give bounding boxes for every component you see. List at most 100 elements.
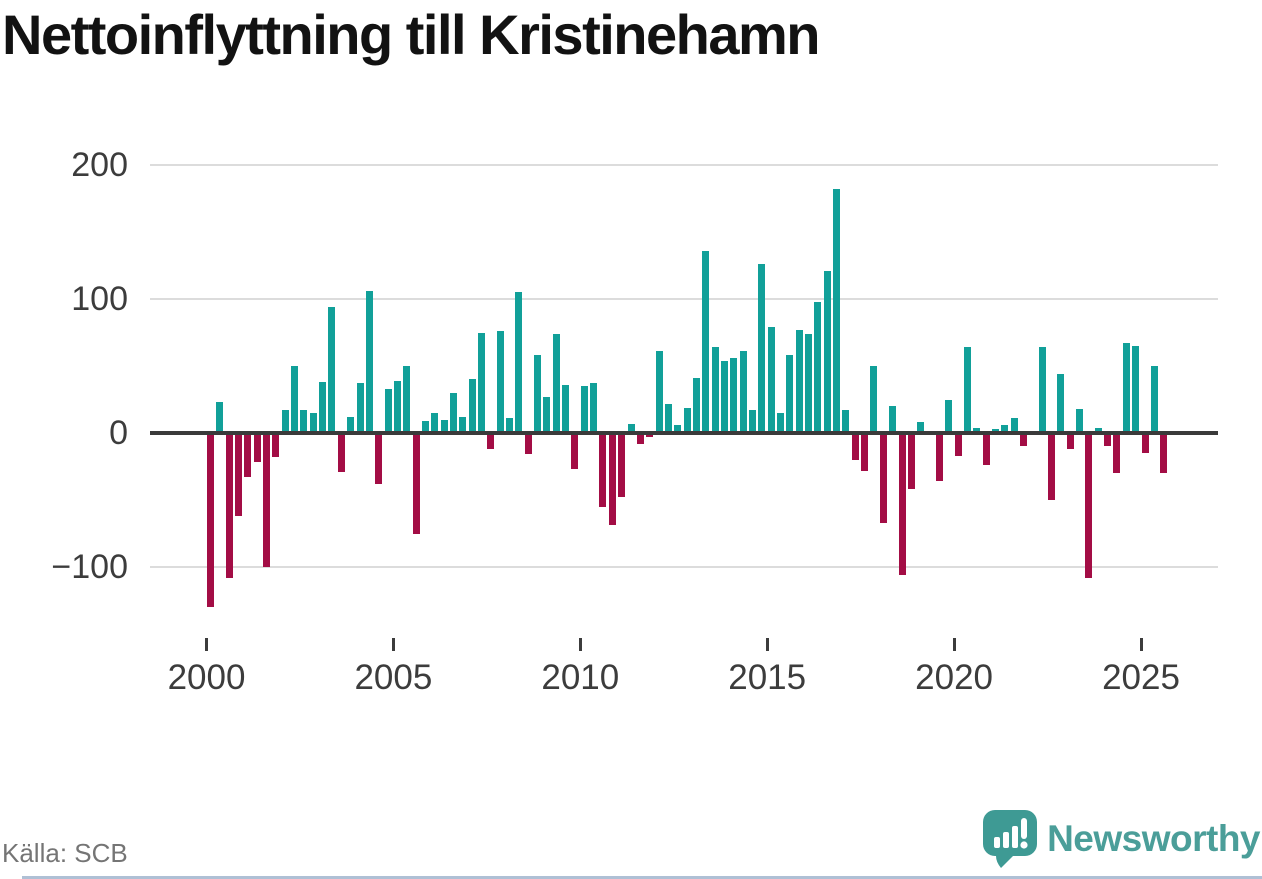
bar-2016Q1 <box>805 333 813 433</box>
bar-2005Q1 <box>393 380 401 433</box>
brand-name: Newsworthy <box>1047 818 1260 859</box>
bar-2004Q2 <box>365 290 373 433</box>
newsworthy-logo[interactable]: Newsworthy <box>983 810 1260 868</box>
bar-2010Q4 <box>608 433 616 526</box>
bar-2001Q4 <box>272 433 280 458</box>
bar-2024Q3 <box>1122 343 1130 433</box>
y-axis-label-100: 100 <box>71 280 128 318</box>
bar-2006Q3 <box>449 392 457 433</box>
bar-2007Q4 <box>496 331 504 433</box>
bar-2003Q4 <box>347 416 355 433</box>
bar-2017Q3 <box>861 433 869 471</box>
bar-2005Q2 <box>403 366 411 433</box>
bar-2015Q4 <box>795 329 803 433</box>
bar-2001Q2 <box>253 433 261 463</box>
bar-2025Q1 <box>1141 433 1149 454</box>
bar-2025Q2 <box>1150 366 1158 433</box>
x-axis: 2000 2005 2010 2015 2020 2025 <box>160 632 1240 712</box>
bar-2018Q1 <box>879 433 887 523</box>
bar-2021Q3 <box>1010 418 1018 433</box>
bar-2006Q4 <box>459 416 467 433</box>
y-axis: 200 100 0 −100 <box>0 140 128 620</box>
bar-2008Q4 <box>534 355 542 433</box>
x-tick-2015 <box>765 638 769 651</box>
bar-2002Q1 <box>281 410 289 433</box>
bar-2012Q3 <box>674 424 682 433</box>
bar-plot-area <box>160 140 1218 620</box>
bar-2002Q4 <box>309 412 317 433</box>
bar-2003Q3 <box>337 433 345 472</box>
bar-2013Q4 <box>720 360 728 433</box>
newsworthy-bubble-chart-icon <box>983 810 1038 868</box>
bar-2001Q1 <box>244 433 252 478</box>
bar-2012Q1 <box>655 351 663 433</box>
bar-2005Q3 <box>412 433 420 534</box>
bar-2013Q3 <box>711 347 719 433</box>
x-tick-2025 <box>1139 638 1143 651</box>
bar-2011Q1 <box>618 433 626 498</box>
bar-2022Q4 <box>1057 374 1065 433</box>
bar-2012Q4 <box>683 407 691 433</box>
bar-2019Q4 <box>945 399 953 433</box>
x-tick-2000 <box>205 638 208 651</box>
bar-2017Q1 <box>842 410 850 433</box>
bar-2007Q3 <box>487 433 495 450</box>
bar-2018Q2 <box>889 406 897 433</box>
bar-2019Q1 <box>917 422 925 433</box>
bar-2020Q3 <box>973 427 981 433</box>
bar-2014Q3 <box>749 410 756 433</box>
bar-2023Q2 <box>1076 408 1084 433</box>
bar-2020Q1 <box>954 433 962 456</box>
bar-2024Q2 <box>1113 433 1121 474</box>
bar-2017Q4 <box>870 366 878 433</box>
bar-2020Q4 <box>982 433 990 466</box>
chart-title: Nettoinflyttning till Kristinehamn <box>2 3 820 66</box>
bar-2022Q3 <box>1048 433 1056 500</box>
bar-2024Q4 <box>1132 345 1140 433</box>
bar-2014Q2 <box>739 351 747 433</box>
bar-2007Q2 <box>478 332 485 433</box>
bar-2016Q4 <box>833 189 841 433</box>
bar-2009Q2 <box>552 333 560 433</box>
bar-2010Q3 <box>599 433 607 507</box>
bottom-accent-strip <box>22 876 1262 879</box>
x-axis-label-2015: 2015 <box>728 658 807 697</box>
bar-2011Q2 <box>627 423 635 433</box>
bar-2004Q4 <box>384 388 392 433</box>
bar-2017Q2 <box>851 433 859 460</box>
bar-2012Q2 <box>664 403 672 433</box>
bar-2008Q3 <box>524 433 532 455</box>
bar-2018Q3 <box>898 433 906 576</box>
bar-2022Q2 <box>1038 347 1046 433</box>
bar-2008Q1 <box>506 418 514 433</box>
bar-2004Q1 <box>356 383 364 433</box>
bar-2016Q2 <box>814 301 822 433</box>
bar-2000Q3 <box>225 433 233 578</box>
bar-2023Q4 <box>1094 427 1102 433</box>
bar-2023Q1 <box>1066 433 1074 450</box>
x-axis-label-2020: 2020 <box>915 658 994 697</box>
bar-2025Q3 <box>1160 433 1168 474</box>
bar-2020Q2 <box>963 347 971 433</box>
bar-2014Q4 <box>758 264 766 433</box>
x-tick-2020 <box>952 638 956 651</box>
bar-2015Q3 <box>786 355 794 433</box>
y-axis-label-−100: −100 <box>51 548 128 586</box>
bar-2015Q1 <box>767 327 775 433</box>
x-tick-2010 <box>578 638 582 651</box>
source-text: Källa: SCB <box>2 838 128 868</box>
bar-2018Q4 <box>907 433 915 490</box>
x-tick-2005 <box>391 638 395 651</box>
bar-2010Q2 <box>590 383 598 433</box>
bar-2001Q3 <box>263 433 271 567</box>
bar-2021Q2 <box>1001 424 1009 433</box>
bar-2023Q3 <box>1085 433 1093 578</box>
x-axis-label-2005: 2005 <box>354 658 433 697</box>
bar-2009Q3 <box>562 384 570 433</box>
x-axis-label-2025: 2025 <box>1102 658 1180 697</box>
bar-2006Q1 <box>431 412 439 433</box>
bar-2003Q1 <box>319 382 327 433</box>
bar-2021Q1 <box>991 428 999 433</box>
bar-2000Q2 <box>216 402 224 433</box>
